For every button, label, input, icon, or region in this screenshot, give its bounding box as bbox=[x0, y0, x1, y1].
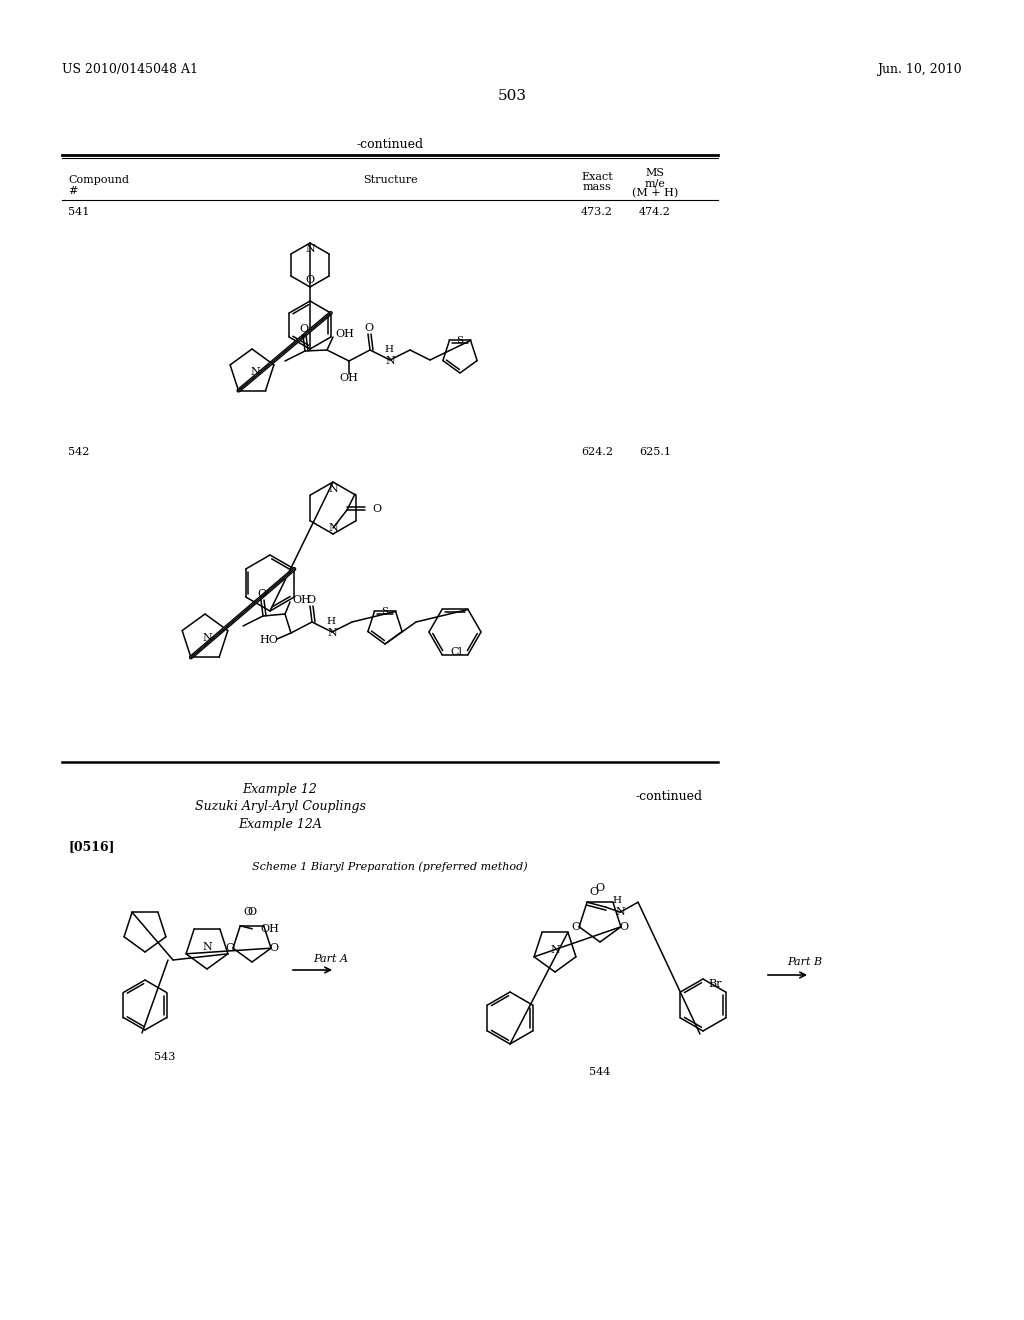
Text: 542: 542 bbox=[68, 447, 89, 457]
Text: O: O bbox=[244, 907, 253, 917]
Text: 624.2: 624.2 bbox=[581, 447, 613, 457]
Text: N: N bbox=[615, 907, 625, 917]
Text: O: O bbox=[620, 921, 629, 932]
Text: Example 12: Example 12 bbox=[243, 783, 317, 796]
Text: N: N bbox=[328, 484, 338, 494]
Text: O: O bbox=[269, 944, 279, 953]
Text: N: N bbox=[202, 634, 212, 643]
Text: N: N bbox=[328, 523, 338, 533]
Text: (M + H): (M + H) bbox=[632, 187, 678, 198]
Text: N: N bbox=[250, 367, 260, 378]
Text: Example 12A: Example 12A bbox=[238, 818, 322, 832]
Text: 544: 544 bbox=[590, 1067, 610, 1077]
Text: Structure: Structure bbox=[362, 176, 418, 185]
Text: [0516]: [0516] bbox=[68, 840, 115, 853]
Text: OH: OH bbox=[292, 595, 311, 605]
Text: m/e: m/e bbox=[644, 178, 666, 187]
Text: 474.2: 474.2 bbox=[639, 207, 671, 216]
Text: 625.1: 625.1 bbox=[639, 447, 671, 457]
Text: O: O bbox=[571, 921, 581, 932]
Text: Part B: Part B bbox=[787, 957, 822, 968]
Text: Exact: Exact bbox=[582, 172, 613, 182]
Text: Cl: Cl bbox=[450, 647, 462, 656]
Text: O: O bbox=[590, 887, 599, 898]
Text: O: O bbox=[305, 275, 314, 285]
Text: Suzuki Aryl-Aryl Couplings: Suzuki Aryl-Aryl Couplings bbox=[195, 800, 366, 813]
Text: O: O bbox=[299, 323, 308, 334]
Text: H: H bbox=[612, 896, 622, 904]
Text: 503: 503 bbox=[498, 88, 526, 103]
Text: 473.2: 473.2 bbox=[581, 207, 613, 216]
Text: US 2010/0145048 A1: US 2010/0145048 A1 bbox=[62, 63, 198, 77]
Text: H: H bbox=[384, 345, 393, 354]
Text: -continued: -continued bbox=[635, 789, 702, 803]
Text: 543: 543 bbox=[155, 1052, 176, 1063]
Text: O: O bbox=[257, 589, 266, 599]
Text: O: O bbox=[225, 944, 234, 953]
Text: Scheme 1 Biaryl Preparation (preferred method): Scheme 1 Biaryl Preparation (preferred m… bbox=[252, 862, 527, 873]
Text: S: S bbox=[457, 335, 464, 345]
Text: O: O bbox=[372, 504, 381, 513]
Text: Compound: Compound bbox=[68, 176, 129, 185]
Text: #: # bbox=[68, 186, 78, 195]
Text: O: O bbox=[248, 907, 257, 917]
Text: OH: OH bbox=[260, 924, 280, 933]
Text: OH: OH bbox=[340, 374, 358, 383]
Text: mass: mass bbox=[583, 182, 611, 191]
Text: Br: Br bbox=[708, 979, 722, 989]
Text: -continued: -continued bbox=[356, 139, 424, 150]
Text: H: H bbox=[327, 616, 336, 626]
Text: 541: 541 bbox=[68, 207, 89, 216]
Text: N: N bbox=[385, 356, 395, 366]
Text: MS: MS bbox=[645, 168, 665, 178]
Text: HO: HO bbox=[259, 635, 279, 645]
Text: N: N bbox=[327, 628, 337, 638]
Text: OH: OH bbox=[335, 329, 354, 339]
Text: O: O bbox=[595, 883, 604, 894]
Text: O: O bbox=[365, 323, 374, 333]
Text: N: N bbox=[202, 942, 212, 952]
Text: N: N bbox=[550, 945, 560, 954]
Text: S: S bbox=[381, 607, 388, 616]
Text: N: N bbox=[305, 244, 314, 253]
Text: Part A: Part A bbox=[313, 954, 348, 964]
Text: O: O bbox=[306, 595, 315, 605]
Text: Jun. 10, 2010: Jun. 10, 2010 bbox=[878, 63, 962, 77]
